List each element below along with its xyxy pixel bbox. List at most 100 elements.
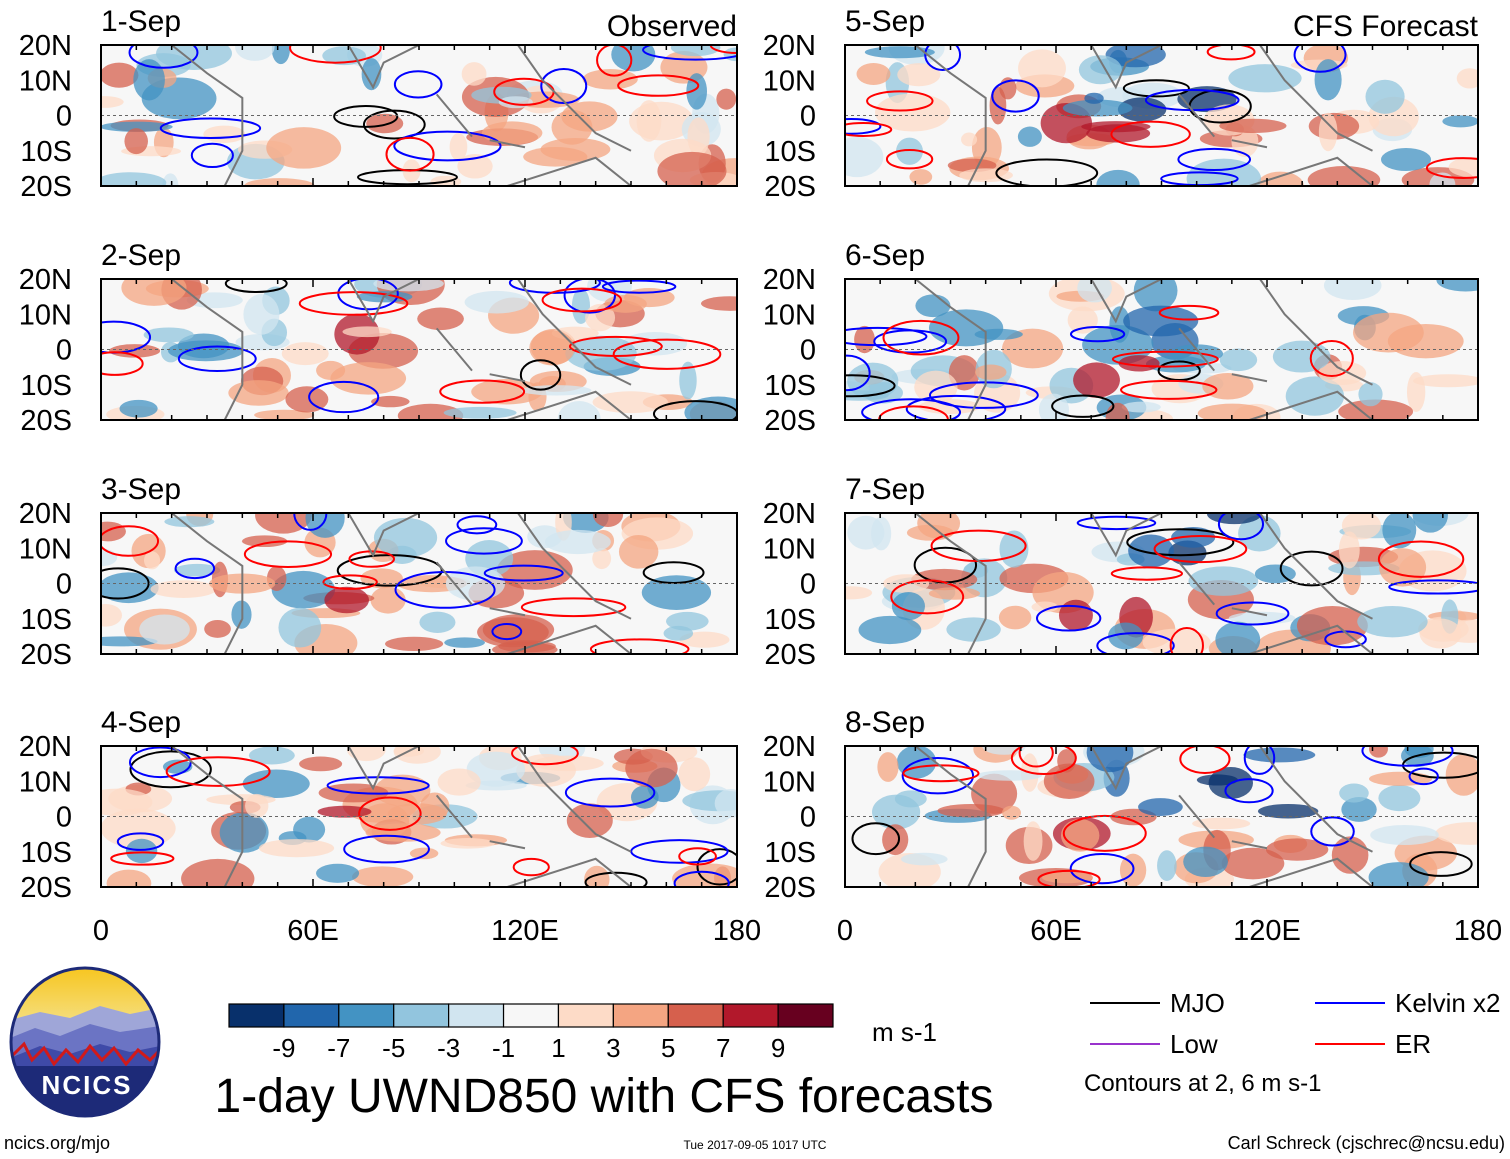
anomaly-shade [316, 863, 360, 883]
anomaly-shade [101, 636, 158, 647]
colorbar-label: -7 [327, 1033, 350, 1063]
anomaly-shade [281, 342, 329, 366]
anomaly-shade [1023, 821, 1043, 861]
anomaly-contour [289, 45, 382, 64]
anomaly-contour [885, 148, 934, 170]
anomaly-shade [714, 789, 737, 818]
observed-column-title: Observed [607, 10, 737, 43]
anomaly-shade [1082, 324, 1154, 365]
anomaly-shade [1078, 55, 1122, 85]
anomaly-shade [1456, 68, 1478, 89]
anomaly-contour [1069, 853, 1135, 885]
anomaly-shade [245, 793, 269, 818]
coastline [914, 513, 1374, 654]
colorbar-label: 9 [771, 1033, 785, 1063]
anomaly-shade [625, 748, 678, 788]
anomaly-shade [976, 770, 1043, 781]
anomaly-field [101, 279, 737, 420]
anomaly-shade [101, 62, 139, 88]
anomaly-shade [271, 45, 290, 65]
anomaly-shade [896, 137, 923, 165]
panel-date-label: 1-Sep [101, 5, 181, 38]
legend-label: Low [1170, 1029, 1218, 1059]
anomaly-shade [847, 362, 899, 400]
anomaly-shade [1128, 534, 1174, 568]
anomaly-shade [882, 824, 909, 856]
map-panel-7-Sep: 7-Sep [844, 473, 1479, 655]
anomaly-shade [1221, 847, 1285, 880]
anomaly-contour [1051, 394, 1115, 418]
anomaly-contour [1309, 340, 1354, 378]
anomaly-shade [679, 361, 697, 400]
anomaly-contour [393, 70, 443, 99]
anomaly-field [845, 45, 1478, 186]
anomaly-contour [1110, 566, 1184, 581]
anomaly-shade [1419, 618, 1462, 649]
anomaly-shade [1323, 279, 1382, 300]
anomaly-shade [125, 838, 158, 864]
panel-date-label: 7-Sep [845, 473, 925, 506]
anomaly-shade [1314, 59, 1342, 101]
lat-tick-label: 20N [763, 498, 816, 530]
anomaly-shade [1219, 118, 1287, 134]
anomaly-contour [1036, 604, 1102, 632]
anomaly-shade [592, 547, 612, 570]
lon-tick-label: 120E [491, 915, 559, 947]
footer-url[interactable]: ncics.org/mjo [4, 1133, 110, 1153]
anomaly-shade [1358, 382, 1383, 407]
anomaly-contour [165, 756, 271, 787]
anomaly-contour [243, 540, 333, 569]
anomaly-shade [1058, 599, 1093, 631]
anomaly-shade [529, 330, 575, 366]
anomaly-shade [385, 636, 444, 652]
anomaly-contour [845, 326, 928, 347]
lat-tick-label: 10N [763, 533, 816, 565]
anomaly-field [845, 513, 1478, 654]
anomaly-contour [1377, 540, 1465, 578]
anomaly-contour [1243, 746, 1276, 775]
anomaly-shade [361, 58, 382, 91]
anomaly-shade [1067, 306, 1098, 334]
anomaly-shade [1338, 399, 1414, 420]
anomaly-shade [1157, 850, 1177, 881]
lat-tick-label: 20N [763, 264, 816, 296]
anomaly-contour [652, 400, 737, 420]
anomaly-shade [1228, 64, 1302, 93]
anomaly-shade [370, 586, 406, 614]
anomaly-shade [1138, 798, 1183, 816]
anomaly-shade [119, 399, 158, 418]
anomaly-shade [449, 133, 468, 161]
anomaly-shade [1436, 279, 1478, 292]
anomaly-contour [519, 359, 562, 391]
coastline [171, 279, 632, 420]
anomaly-shade [1413, 374, 1478, 388]
anomaly-contour [456, 515, 498, 535]
anomaly-contour [128, 45, 199, 69]
anomaly-shade [203, 125, 246, 143]
lat-tick-label: 0 [56, 569, 72, 601]
anomaly-shade [565, 335, 637, 371]
anomaly-contour [1310, 816, 1355, 847]
anomaly-shade [1077, 279, 1112, 303]
axes-labels-group: 20N10N010S20S20N10N010S20S20N10N010S20S2… [19, 10, 1502, 947]
map-panel-6-Sep: 6-Sep [844, 239, 1479, 421]
lat-tick-label: 0 [56, 101, 72, 133]
lat-tick-label: 10S [764, 604, 816, 636]
anomaly-shade [1412, 513, 1448, 533]
ncics-logo: NCICS [9, 966, 161, 1118]
lat-tick-label: 0 [56, 802, 72, 834]
legend: MJO Kelvin x2 Low ER Contours at 2, 6 m s-1 [1084, 988, 1501, 1097]
anomaly-shade [477, 617, 549, 648]
anomaly-shade [317, 805, 372, 818]
anomaly-contour [177, 345, 257, 373]
anomaly-contour [439, 379, 526, 404]
colorbar-swatch [777, 1003, 834, 1028]
anomaly-shade [139, 614, 190, 645]
anomaly-shade [461, 62, 487, 86]
anomaly-contour [1215, 601, 1290, 626]
footer-credit: Carl Schreck (cjschrec@ncsu.edu) [1228, 1133, 1505, 1153]
anomaly-contour [882, 319, 960, 356]
anomaly-shade [1121, 401, 1161, 413]
anomaly-contour [1069, 326, 1126, 343]
